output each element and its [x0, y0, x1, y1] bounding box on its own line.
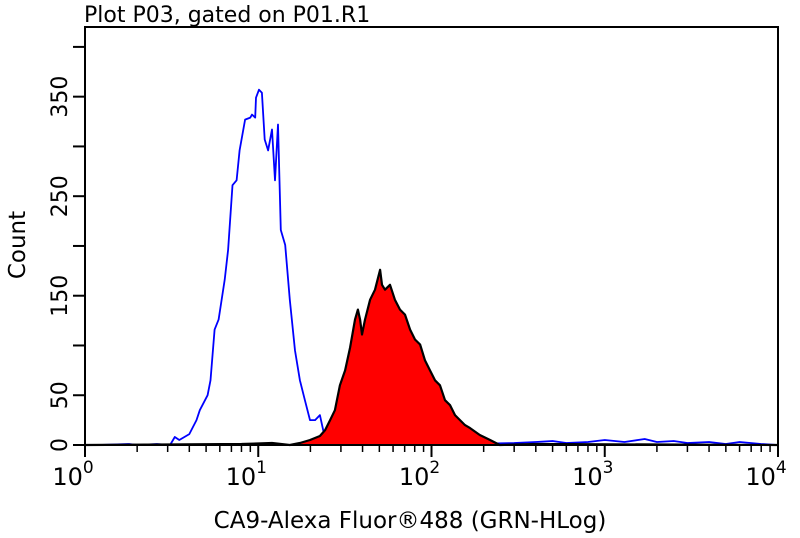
x-tick-label: 103 [572, 458, 613, 491]
series-1-outline [84, 268, 779, 447]
x-tick-label: 100 [52, 458, 93, 491]
series-layer [84, 88, 779, 447]
x-tick-label: 101 [226, 458, 267, 491]
y-tick-label: 350 [48, 76, 73, 118]
x-tick-label: 104 [745, 458, 786, 491]
y-tick-label: 150 [48, 275, 73, 317]
y-tick-label: 50 [48, 381, 73, 409]
axes-layer: 100 101 102 103 104 0 50 150 250 350 [48, 45, 787, 491]
x-tick-label: 102 [399, 458, 440, 491]
y-tick-label: 0 [48, 438, 73, 452]
x-axis-label: CA9-Alexa Fluor®488 (GRN-HLog) [214, 508, 607, 534]
chart-title: Plot P03, gated on P01.R1 [84, 3, 370, 28]
series-0-line [98, 88, 779, 446]
y-tick-label: 250 [48, 175, 73, 217]
y-axis-label: Count [5, 211, 31, 279]
series-1-fill [85, 269, 778, 445]
